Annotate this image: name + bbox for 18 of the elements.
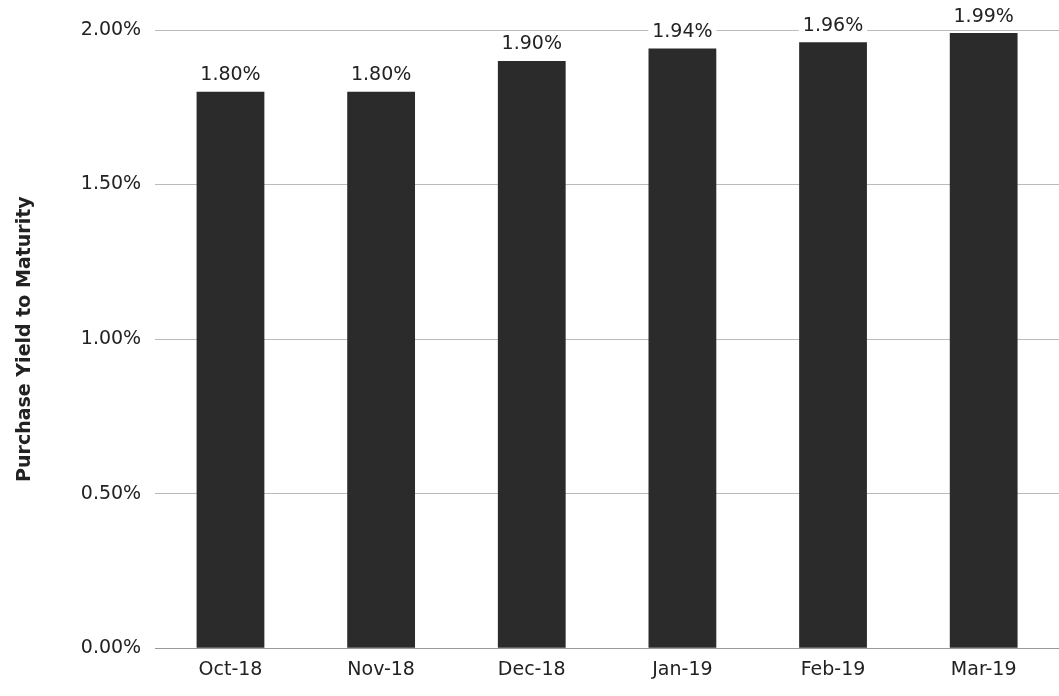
data-label: 1.94% xyxy=(652,18,713,41)
y-tick-label: 1.00% xyxy=(80,326,142,349)
y-tick-label: 0.00% xyxy=(80,635,142,658)
y-axis-title: Purchase Yield to Maturity xyxy=(12,195,35,482)
x-tick-label: Jan-19 xyxy=(651,656,713,679)
y-tick-label: 0.50% xyxy=(80,480,142,503)
y-tick-label: 2.00% xyxy=(80,16,142,39)
data-label: 1.96% xyxy=(802,12,864,35)
data-label: 1.80% xyxy=(350,62,412,85)
x-tick-label: Nov-18 xyxy=(347,656,415,679)
y-tick-label: 1.50% xyxy=(80,171,142,194)
x-tick-label: Mar-19 xyxy=(950,656,1017,679)
x-tick-label: Oct-18 xyxy=(198,656,263,679)
data-label: 1.90% xyxy=(501,31,562,54)
data-label: 1.80% xyxy=(200,62,261,85)
x-tick-label: Feb-19 xyxy=(800,656,866,679)
data-label: 1.99% xyxy=(953,3,1014,26)
x-tick-label: Dec-18 xyxy=(497,656,566,679)
